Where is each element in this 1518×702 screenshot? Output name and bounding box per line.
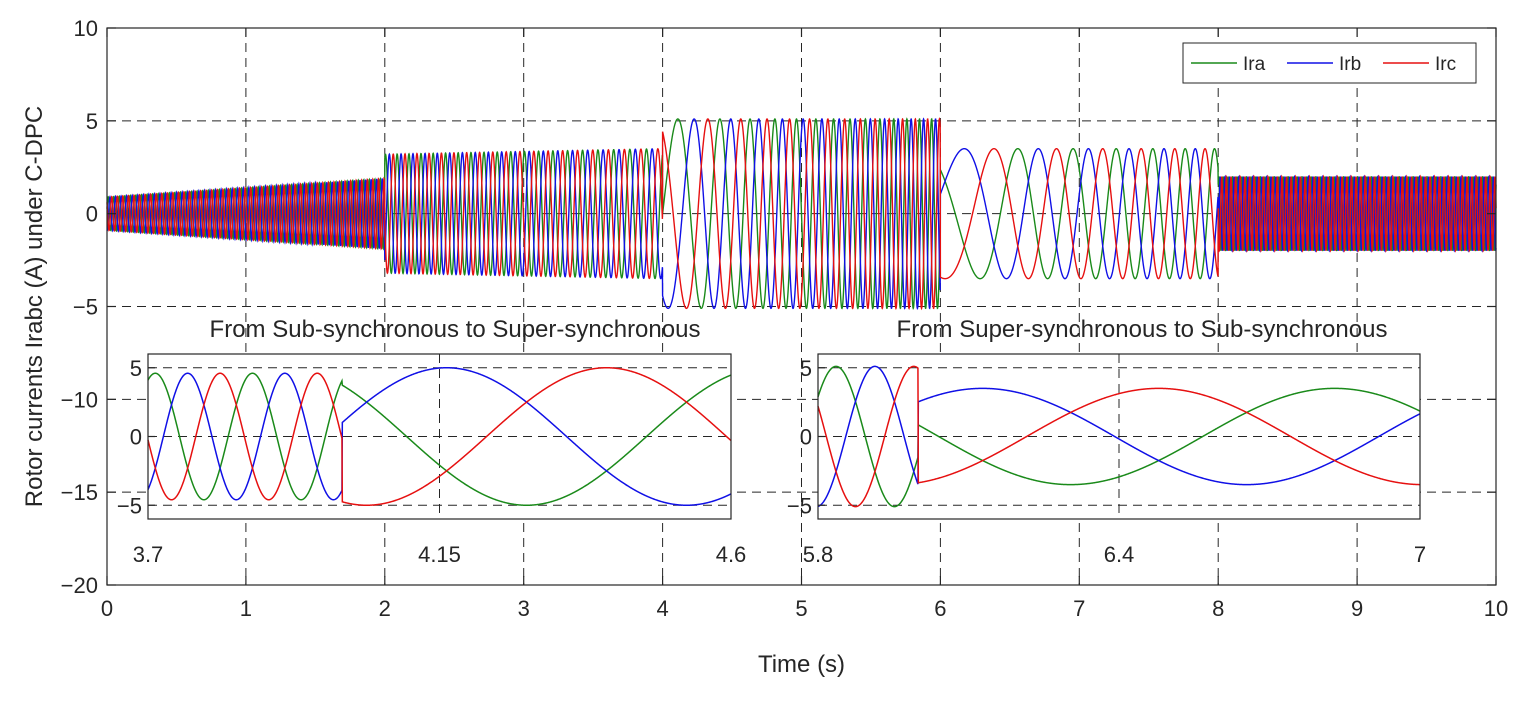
- x-tick-label: 9: [1351, 596, 1363, 621]
- inset-2-title: From Super-synchronous to Sub-synchronou…: [897, 316, 1388, 343]
- inset-series-line-ira: [147, 372, 732, 506]
- inset-y-tick-label: 5: [800, 356, 812, 381]
- legend-label-irc: Irc: [1435, 54, 1456, 75]
- x-axis-title: Time (s): [758, 651, 845, 678]
- legend-label-irb: Irb: [1339, 54, 1361, 75]
- x-tick-label: 6: [934, 596, 946, 621]
- x-tick-label: 7: [1073, 596, 1085, 621]
- main-axis-ticks: 0 1 2 3 4 5 6 7 8 9 10 10 5 0 −5 −10 −15 −20: [61, 16, 1509, 621]
- x-tick-label: 3: [518, 596, 530, 621]
- y-tick-label: −10: [61, 387, 98, 412]
- x-tick-label: 1: [240, 596, 252, 621]
- x-tick-label: 2: [379, 596, 391, 621]
- series-line-irc: [106, 117, 1497, 311]
- y-axis-title: Rotor currents Irabc (A) under C-DPC: [21, 106, 48, 507]
- legend: Ira Irb Irc: [1182, 42, 1477, 84]
- inset-x-tick-label: 6.4: [1104, 542, 1135, 567]
- y-tick-label: 10: [74, 16, 98, 41]
- y-tick-label: 5: [86, 109, 98, 134]
- inset-y-tick-label: −5: [787, 493, 812, 518]
- inset-y-tick-label: 0: [130, 425, 142, 450]
- inset-2: 5 0 −5 5.8 6.4 7: [787, 353, 1426, 567]
- inset-x-tick-label: 3.7: [133, 542, 164, 567]
- x-tick-label: 5: [795, 596, 807, 621]
- y-tick-label: −15: [61, 480, 98, 505]
- y-tick-label: 0: [86, 202, 98, 227]
- inset-x-tick-label: 7: [1414, 542, 1426, 567]
- inset-y-tick-label: 0: [800, 425, 812, 450]
- inset-x-tick-label: 5.8: [803, 542, 834, 567]
- x-tick-label: 0: [101, 596, 113, 621]
- x-tick-label: 4: [656, 596, 668, 621]
- inset-series-line-irc: [147, 367, 732, 506]
- inset-series-line-irc: [817, 365, 1421, 508]
- inset-1-title: From Sub-synchronous to Super-synchronou…: [210, 316, 701, 343]
- legend-label-ira: Ira: [1243, 54, 1266, 75]
- inset-x-tick-label: 4.6: [716, 542, 747, 567]
- inset-x-tick-label: 4.15: [418, 542, 461, 567]
- y-tick-label: −5: [73, 295, 98, 320]
- y-tick-label: −20: [61, 573, 98, 598]
- inset-y-tick-label: −5: [117, 493, 142, 518]
- x-tick-label: 10: [1484, 596, 1508, 621]
- x-tick-label: 8: [1212, 596, 1224, 621]
- main-series-group: [106, 117, 1497, 311]
- inset-1: 5 0 −5 3.7 4.15 4.6: [117, 353, 747, 567]
- inset-series-line-irb: [147, 367, 732, 506]
- inset-y-tick-label: 5: [130, 356, 142, 381]
